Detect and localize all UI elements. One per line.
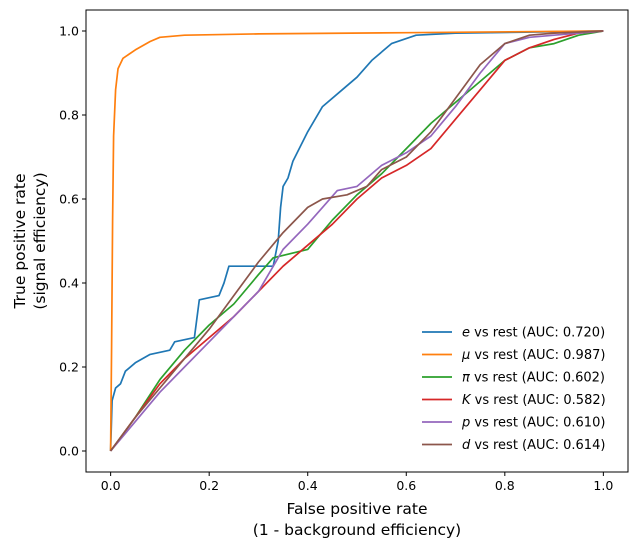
x-tick-label: 0.4 bbox=[298, 478, 318, 493]
series-line-p bbox=[109, 30, 604, 452]
ticks-layer: 0.0 0.2 0.4 0.6 0.8 1.0 0.0 0.2 0.4 0.6 0.8 1.0 bbox=[59, 24, 613, 494]
y-tick-label: 0.8 bbox=[59, 108, 79, 123]
y-axis-label-line-1: True positive rate bbox=[11, 173, 29, 309]
legend-entry: K vs rest (AUC: 0.582) bbox=[462, 393, 606, 408]
series-line-d bbox=[109, 30, 604, 452]
legend-entry: e vs rest (AUC: 0.720) bbox=[462, 326, 605, 341]
plot-frame bbox=[85, 9, 629, 473]
legend-entry: p vs rest (AUC: 0.610) bbox=[461, 416, 605, 431]
series-line-π bbox=[109, 30, 604, 452]
x-axis-label-line-1: False positive rate bbox=[286, 500, 427, 518]
x-tick-label: 0.8 bbox=[495, 478, 515, 493]
legend: e vs rest (AUC: 0.720) μ vs rest (AUC: 0.… bbox=[422, 326, 606, 453]
y-tick-label: 0.0 bbox=[59, 444, 79, 459]
series-line-K bbox=[109, 30, 604, 452]
x-tick-label: 0.2 bbox=[199, 478, 219, 493]
x-axis-label-line-2: (1 - background efficiency) bbox=[253, 521, 461, 539]
y-tick-label: 0.4 bbox=[59, 276, 79, 291]
y-tick-label: 0.2 bbox=[59, 360, 79, 375]
y-axis-label-line-2: (signal efficiency) bbox=[31, 172, 49, 309]
legend-entry: μ vs rest (AUC: 0.987) bbox=[461, 348, 605, 363]
x-tick-label: 0.6 bbox=[396, 478, 416, 493]
series-line-μ bbox=[109, 30, 604, 452]
curves-layer bbox=[109, 30, 604, 452]
legend-entry: π vs rest (AUC: 0.602) bbox=[462, 371, 605, 386]
x-tick-label: 0.0 bbox=[101, 478, 121, 493]
y-tick-label: 0.6 bbox=[59, 192, 79, 207]
x-tick-label: 1.0 bbox=[593, 478, 613, 493]
y-tick-label: 1.0 bbox=[59, 24, 79, 39]
series-line-e bbox=[109, 30, 604, 452]
legend-entry: d vs rest (AUC: 0.614) bbox=[462, 438, 605, 453]
